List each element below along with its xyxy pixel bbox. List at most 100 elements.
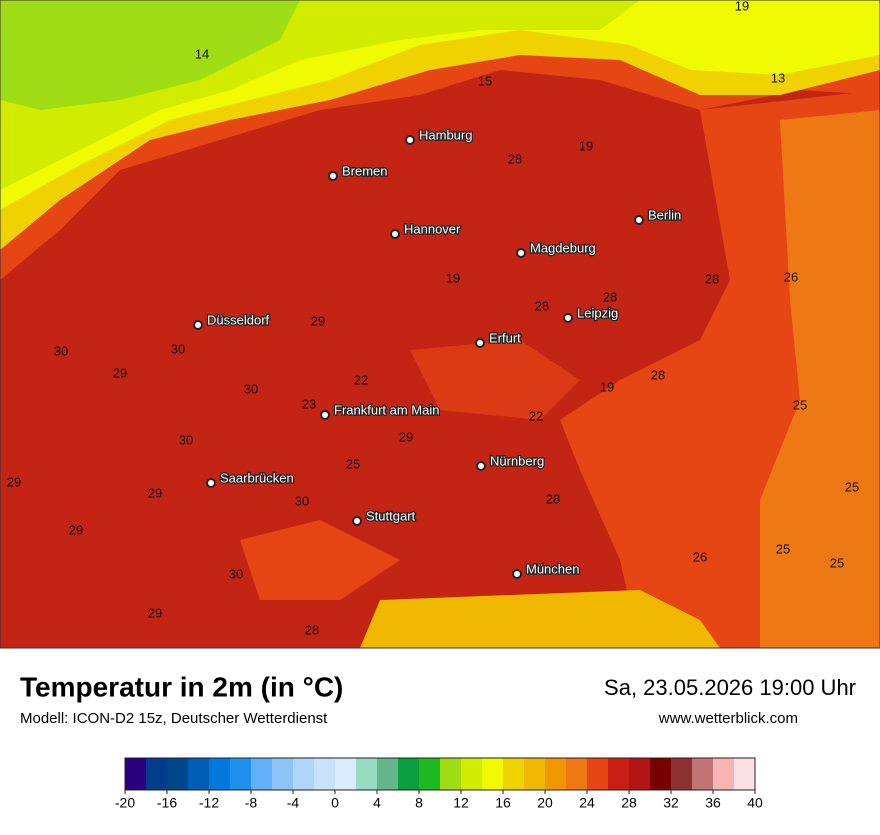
temperature-label: 28: [546, 491, 560, 506]
temperature-label: 30: [295, 493, 309, 508]
temperature-label: 29: [69, 522, 83, 537]
temperature-label: 29: [7, 474, 21, 489]
city-label: Nürnberg: [490, 453, 544, 468]
temperature-label: 19: [579, 138, 593, 153]
colorbar-swatch: [209, 758, 231, 790]
city-dot: [390, 229, 400, 239]
colorbar-tick-label: 16: [495, 795, 511, 811]
colorbar-swatch: [335, 758, 357, 790]
colorbar-swatch: [503, 758, 525, 790]
city-dot: [405, 135, 415, 145]
map-region: [410, 340, 580, 420]
city-dot: [512, 569, 522, 579]
temperature-label: 22: [354, 372, 368, 387]
temperature-label: 26: [693, 549, 707, 564]
colorbar-swatch: [713, 758, 735, 790]
colorbar-swatch: [608, 758, 630, 790]
colorbar: -20 -16 -12 -8 -4 0 4 8 12 16 20 24 28 32 36 40: [115, 757, 763, 811]
city-dot: [193, 320, 203, 330]
colorbar-tick-label: 0: [331, 795, 339, 811]
temperature-label: 15: [478, 73, 492, 88]
city-label: Saarbrücken: [220, 470, 294, 485]
map-region: [360, 590, 720, 648]
city-dot: [634, 215, 644, 225]
temperature-label: 28: [705, 271, 719, 286]
colorbar-tick-label: -20: [115, 795, 135, 811]
temperature-label: 29: [311, 313, 325, 328]
temperature-label: 25: [776, 541, 790, 556]
colorbar-swatch: [692, 758, 714, 790]
colorbar-tick-label: 4: [373, 795, 381, 811]
city-dot: [352, 516, 362, 526]
temperature-label: 30: [229, 566, 243, 581]
colorbar-swatch: [293, 758, 315, 790]
title: Temperatur in 2m (in °C): [20, 671, 343, 702]
colorbar-swatch: [314, 758, 336, 790]
colorbar-swatch: [398, 758, 420, 790]
colorbar-swatch: [251, 758, 273, 790]
temperature-label: 28: [603, 289, 617, 304]
temperature-label: 19: [446, 270, 460, 285]
colorbar-swatch: [629, 758, 651, 790]
city-dot: [206, 478, 216, 488]
temperature-label: 28: [535, 298, 549, 313]
temperature-label: 30: [54, 343, 68, 358]
map-region: [760, 110, 880, 648]
temperature-label: 23: [302, 396, 316, 411]
city-label: Bremen: [342, 163, 388, 178]
colorbar-swatch: [650, 758, 672, 790]
temperature-label: 13: [771, 70, 785, 85]
city-dot: [475, 338, 485, 348]
temperature-label: 26: [784, 269, 798, 284]
city-label: München: [526, 561, 579, 576]
temperature-label: 22: [529, 408, 543, 423]
city-dot: [328, 171, 338, 181]
colorbar-swatch: [272, 758, 294, 790]
city-dot: [320, 410, 330, 420]
map-region: [240, 520, 400, 600]
colorbar-swatch: [524, 758, 546, 790]
city-dot: [563, 313, 573, 323]
map-region: [0, 0, 300, 110]
colorbar-swatch: [377, 758, 399, 790]
map-frame: [0, 0, 880, 649]
city-label: Düsseldorf: [207, 312, 270, 327]
colorbar-swatch: [167, 758, 189, 790]
colorbar-tick-label: -4: [287, 795, 300, 811]
colorbar-swatch: [482, 758, 504, 790]
subtitle: Modell: ICON-D2 15z, Deutscher Wetterdie…: [20, 710, 328, 727]
city-dot: [516, 248, 526, 258]
colorbar-tick-label: 12: [453, 795, 469, 811]
city-label: Erfurt: [489, 330, 521, 345]
city-label: Leipzig: [577, 305, 618, 320]
temperature-label: 19: [735, 0, 749, 13]
temperature-label: 29: [148, 605, 162, 620]
temperature-label: 25: [830, 555, 844, 570]
temperature-label: 28: [651, 367, 665, 382]
colorbar-swatch: [440, 758, 462, 790]
city-dot: [476, 461, 486, 471]
city-label: Hamburg: [419, 127, 472, 142]
colorbar-tick-label: 40: [747, 795, 763, 811]
colorbar-tick-label: 24: [579, 795, 595, 811]
temperature-label: 30: [179, 432, 193, 447]
temperature-label: 30: [244, 381, 258, 396]
colorbar-tick-label: -12: [199, 795, 219, 811]
colorbar-swatch: [461, 758, 483, 790]
colorbar-tick-label: -8: [245, 795, 258, 811]
temperature-label: 30: [171, 341, 185, 356]
colorbar-swatch: [566, 758, 588, 790]
temperature-label: 29: [399, 429, 413, 444]
colorbar-tick-label: 32: [663, 795, 679, 811]
colorbar-swatch: [125, 758, 147, 790]
temperature-label: 29: [148, 485, 162, 500]
colorbar-swatch: [587, 758, 609, 790]
colorbar-swatch: [545, 758, 567, 790]
temperature-label: 25: [346, 456, 360, 471]
city-label: Frankfurt am Main: [334, 402, 439, 417]
city-label: Hannover: [404, 221, 461, 236]
colorbar-swatch: [230, 758, 252, 790]
colorbar-tick-label: 28: [621, 795, 637, 811]
temperature-label: 19: [600, 379, 614, 394]
